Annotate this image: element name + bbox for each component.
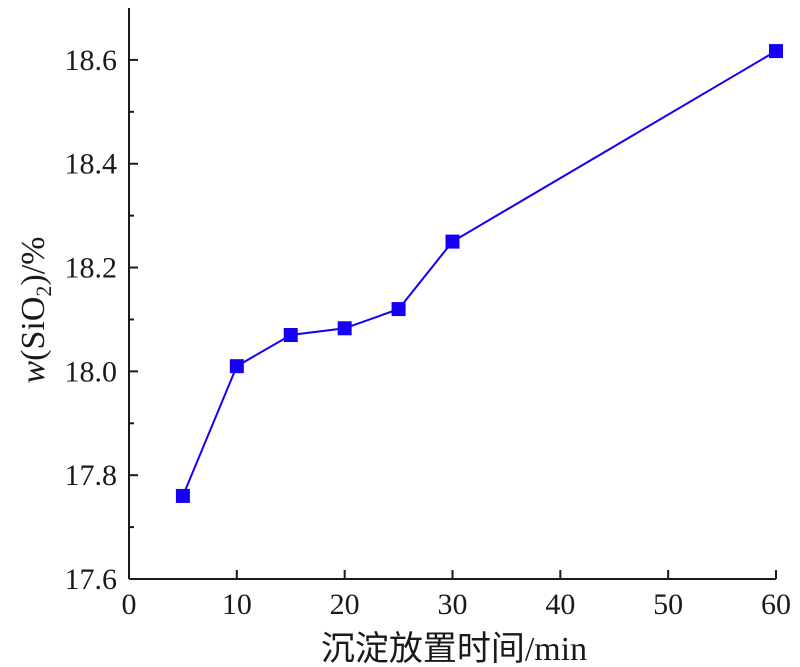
x-tick-label: 0 bbox=[122, 588, 137, 621]
y-axis-title-close: ) bbox=[15, 274, 52, 285]
x-tick-label: 60 bbox=[761, 588, 791, 621]
y-tick-label: 18.6 bbox=[65, 44, 118, 77]
x-tick-label: 10 bbox=[222, 588, 252, 621]
y-ticks: 17.6 17.8 18.0 18.2 18.4 18.6 bbox=[65, 44, 138, 596]
y-axis-title: w(SiO2)/% bbox=[15, 236, 56, 383]
y-axis-title-open: ( bbox=[15, 350, 52, 361]
y-tick-label: 18.0 bbox=[65, 355, 118, 388]
y-axis-title-species: SiO bbox=[15, 297, 52, 350]
data-point bbox=[445, 234, 460, 249]
x-tick-label: 40 bbox=[545, 588, 575, 621]
x-ticks: 0 10 20 30 40 50 60 bbox=[122, 570, 791, 621]
y-tick-label: 18.4 bbox=[65, 148, 118, 181]
x-tick-label: 30 bbox=[438, 588, 468, 621]
x-axis-title: 沉淀放置时间/min bbox=[321, 630, 587, 667]
x-tick-label: 20 bbox=[330, 588, 360, 621]
y-axis-title-prefix: w bbox=[15, 361, 52, 384]
series-line bbox=[181, 50, 777, 497]
data-point bbox=[175, 488, 190, 503]
y-tick-label: 17.8 bbox=[65, 459, 118, 492]
plot-area bbox=[175, 44, 783, 503]
data-point bbox=[229, 359, 244, 374]
data-point bbox=[391, 302, 406, 317]
y-tick-label: 17.6 bbox=[65, 563, 118, 596]
data-point bbox=[283, 328, 298, 343]
y-axis-title-subscript: 2 bbox=[31, 286, 56, 297]
axes bbox=[128, 8, 776, 580]
y-axis-title-unit: /% bbox=[15, 236, 52, 274]
data-point bbox=[337, 321, 352, 336]
x-tick-label: 50 bbox=[653, 588, 683, 621]
data-point bbox=[769, 44, 783, 59]
y-tick-label: 18.2 bbox=[65, 252, 118, 285]
